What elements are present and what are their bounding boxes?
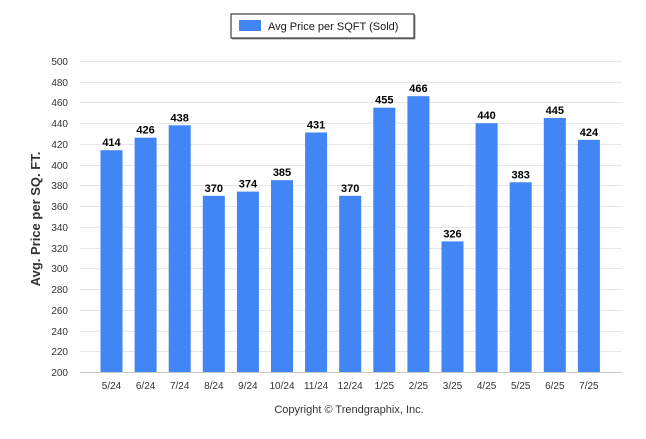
y-tick-label: 220 [51, 347, 68, 358]
y-tick-label: 380 [51, 181, 68, 192]
bar-7/24 [168, 125, 191, 372]
x-tick-label: 9/24 [238, 381, 258, 392]
data-label-7/25: 424 [580, 127, 599, 139]
data-label-2/25: 466 [409, 83, 427, 95]
legend-swatch [239, 20, 261, 31]
x-tick-label: 11/24 [304, 381, 329, 392]
bar-6/25 [543, 118, 566, 372]
data-label-8/24: 370 [205, 183, 223, 195]
bar-1/25 [373, 107, 396, 372]
data-label-11/24: 431 [307, 120, 325, 132]
data-label-6/25: 445 [546, 105, 564, 117]
y-tick-label: 440 [51, 119, 68, 130]
data-label-10/24: 385 [273, 167, 291, 179]
x-tick-label: 6/24 [136, 381, 156, 392]
copyright-footer: Copyright © Trendgraphix, Inc. [274, 404, 423, 416]
y-tick-label: 480 [51, 78, 68, 89]
x-tick-label: 2/25 [409, 381, 429, 392]
x-tick-label: 6/25 [545, 381, 565, 392]
x-tick-label: 7/25 [579, 381, 599, 392]
y-tick-label: 340 [51, 223, 68, 234]
bar-6/24 [134, 137, 157, 372]
data-label-5/24: 414 [102, 137, 121, 149]
x-tick-label: 7/24 [170, 381, 190, 392]
x-tick-label: 12/24 [338, 381, 363, 392]
data-label-6/24: 426 [136, 125, 154, 137]
data-label-9/24: 374 [239, 179, 258, 191]
data-label-12/24: 370 [341, 183, 359, 195]
data-label-7/24: 438 [171, 112, 189, 124]
bar-5/25 [509, 182, 532, 372]
y-tick-label: 420 [51, 140, 68, 151]
data-labels: 414 426 438 370 374 385 431 370 455 466 326 440 383 4… [102, 83, 599, 240]
x-tick-label: 8/24 [204, 381, 224, 392]
x-tick-label: 5/24 [102, 381, 122, 392]
bar-12/24 [339, 195, 362, 372]
y-tick-label: 320 [51, 244, 68, 255]
x-tick-label: 3/25 [443, 381, 463, 392]
bar-9/24 [236, 191, 259, 372]
y-tick-label: 400 [51, 161, 68, 172]
x-tick-label: 1/25 [375, 381, 395, 392]
x-axis-ticks: 5/24 6/24 7/24 8/24 9/24 10/24 11/24 12/24 1/25 2… [102, 381, 599, 392]
data-label-5/25: 383 [512, 169, 530, 181]
y-tick-label: 240 [51, 327, 68, 338]
data-label-3/25: 326 [443, 228, 461, 240]
legend-box [230, 13, 415, 39]
bar-3/25 [441, 241, 464, 372]
y-tick-label: 500 [51, 57, 68, 68]
bar-10/24 [271, 180, 293, 372]
bar-8/24 [202, 195, 225, 372]
x-tick-label: 4/25 [477, 381, 497, 392]
y-tick-label: 360 [51, 202, 68, 213]
y-axis-ticks: 200 220 240 260 280 300 320 340 360 380 400 420 440 4… [51, 57, 68, 379]
legend-label: Avg Price per SQFT (Sold) [268, 21, 398, 33]
data-label-1/25: 455 [375, 95, 393, 107]
y-axis-title: Avg. Price per SQ. FT. [28, 152, 43, 287]
x-tick-label: 5/25 [511, 381, 531, 392]
bar-11/24 [305, 132, 328, 372]
bar-4/25 [475, 123, 498, 372]
bars [100, 96, 600, 372]
y-tick-label: 300 [51, 264, 68, 275]
bar-7/25 [577, 139, 600, 372]
y-tick-label: 280 [51, 285, 68, 296]
y-tick-label: 200 [51, 368, 68, 379]
y-tick-label: 460 [51, 98, 68, 109]
bar-5/24 [100, 150, 123, 372]
y-tick-label: 260 [51, 306, 68, 317]
legend: Avg Price per SQFT (Sold) [230, 13, 416, 40]
bar-2/25 [407, 96, 430, 372]
x-tick-label: 10/24 [269, 381, 294, 392]
data-label-4/25: 440 [477, 110, 495, 122]
